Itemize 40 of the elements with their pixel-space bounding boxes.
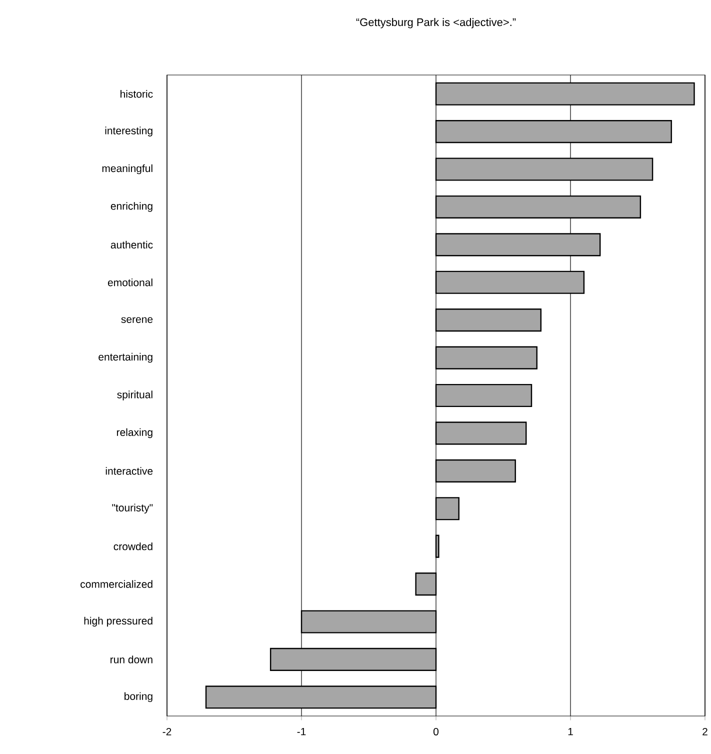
y-tick-label: "touristy" xyxy=(112,504,153,514)
y-tick-label: authentic xyxy=(110,240,153,249)
y-tick-label: run down xyxy=(110,656,152,664)
y-tick-label: spiritual xyxy=(117,390,152,400)
y-tick-label: emotional xyxy=(108,278,152,286)
bar xyxy=(415,572,437,596)
y-tick-label: interesting xyxy=(105,126,152,136)
x-tick-label: 2 xyxy=(702,728,708,736)
bar xyxy=(435,158,654,181)
bar xyxy=(435,459,516,482)
y-tick-label: high pressured xyxy=(84,616,152,627)
bar xyxy=(435,233,601,256)
y-tick-label: relaxing xyxy=(116,428,152,438)
bar xyxy=(300,610,437,634)
bar xyxy=(270,648,437,671)
y-tick-label: enriching xyxy=(110,202,152,212)
x-tick-label: -1 xyxy=(297,728,306,736)
y-tick-label: interactive xyxy=(106,467,153,475)
y-tick-label: historic xyxy=(120,90,153,98)
y-tick-label: entertaining xyxy=(98,352,152,363)
bar xyxy=(435,422,527,445)
bar xyxy=(435,270,585,294)
y-tick-label: boring xyxy=(124,692,152,702)
bar xyxy=(435,384,532,408)
y-tick-label: commercialized xyxy=(80,580,152,588)
bar xyxy=(435,120,672,144)
x-tick-label: -2 xyxy=(162,728,172,736)
bar xyxy=(435,497,460,520)
x-tick-label: 1 xyxy=(568,728,573,736)
y-tick-label: serene xyxy=(121,317,153,323)
y-tick-label: crowded xyxy=(114,542,152,550)
bar xyxy=(435,534,440,558)
bar xyxy=(435,82,695,106)
bar xyxy=(205,686,437,709)
bar xyxy=(435,346,538,370)
x-tick-label: 0 xyxy=(433,728,438,736)
chart-title: “Gettysburg Park is <adjective>.” xyxy=(356,18,516,28)
bar xyxy=(435,195,642,219)
y-tick-label: meaningful xyxy=(102,164,152,174)
bar xyxy=(435,308,542,332)
